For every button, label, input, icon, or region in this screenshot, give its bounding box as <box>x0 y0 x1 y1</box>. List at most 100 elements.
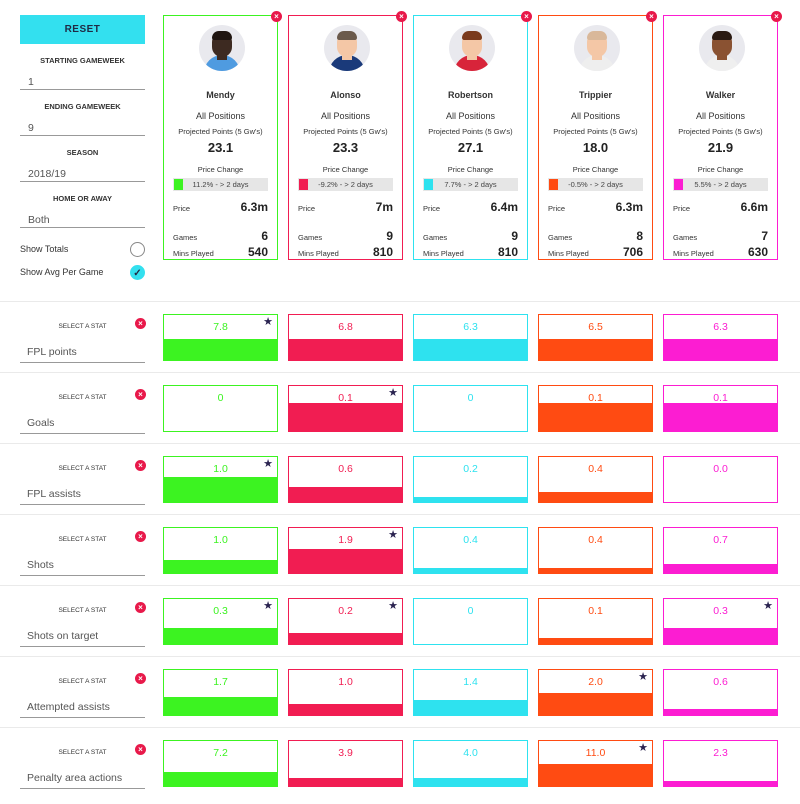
player-name: Walker <box>705 90 736 100</box>
stat-value: 0.1 <box>588 392 603 404</box>
remove-stat-icon[interactable]: × <box>135 673 146 684</box>
reset-button[interactable]: RESET <box>20 15 145 44</box>
row-divider <box>0 301 800 302</box>
remove-player-icon[interactable]: × <box>396 11 407 22</box>
stat-name[interactable]: FPL assists <box>20 481 145 505</box>
remove-stat-icon[interactable]: × <box>135 531 146 542</box>
stat-name[interactable]: Goals <box>20 410 145 434</box>
stat-value-box: 0.3 ★ <box>163 598 278 645</box>
stat-value-box: 2.0 ★ <box>538 669 653 716</box>
remove-player-icon[interactable]: × <box>271 11 282 22</box>
remove-player-icon[interactable]: × <box>521 11 532 22</box>
remove-stat-icon[interactable]: × <box>135 744 146 755</box>
stat-value: 4.0 <box>463 747 478 759</box>
player-name: Trippier <box>578 90 612 100</box>
remove-stat-icon[interactable]: × <box>135 389 146 400</box>
stat-value-box: 0.1 <box>538 598 653 645</box>
select-stat-label: SELECT A STAT <box>58 678 107 685</box>
stat-value-box: 1.0 <box>288 669 403 716</box>
stat-name[interactable]: Penalty area actions <box>20 765 145 789</box>
stat-value: 6.8 <box>338 321 353 333</box>
stat-name[interactable]: Attempted assists <box>20 694 145 718</box>
games-value: 8 <box>636 229 643 243</box>
player-avatar <box>699 25 745 71</box>
stat-value: 0.6 <box>713 676 728 688</box>
player-card: × Mendy All Positions Projected Points (5 G… <box>163 11 282 260</box>
stat-name[interactable]: FPL points <box>20 339 145 363</box>
best-star-icon: ★ <box>388 529 398 541</box>
stat-value: 1.0 <box>213 463 228 475</box>
player-positions: All Positions <box>695 111 746 121</box>
stat-value-box: 0.1 <box>538 385 653 432</box>
price-change-label: Price Change <box>447 165 494 174</box>
projected-points-label: Projected Points (5 Gw's) <box>178 127 263 136</box>
starting-gameweek-input[interactable]: 1 <box>20 68 145 90</box>
stat-bar-fill <box>289 487 402 502</box>
mins-played-value: 810 <box>372 245 393 259</box>
stat-bar-fill <box>164 339 277 360</box>
stat-value: 0.7 <box>713 534 728 546</box>
home-away-select[interactable]: Both <box>20 206 145 228</box>
stat-bar-fill <box>289 339 402 360</box>
stat-bar-fill <box>664 403 777 431</box>
mins-played-label: Mins Played <box>673 249 714 258</box>
remove-stat-icon[interactable]: × <box>135 602 146 613</box>
stat-value-box: 1.0 ★ <box>163 456 278 503</box>
ending-gameweek-label: ENDING GAMEWEEK <box>44 102 121 111</box>
stat-name[interactable]: Shots <box>20 552 145 576</box>
stat-value-box: 0.4 <box>538 527 653 574</box>
best-star-icon: ★ <box>263 316 273 328</box>
price-change-label: Price Change <box>697 165 744 174</box>
player-avatar <box>199 25 245 71</box>
remove-player-icon[interactable]: × <box>771 11 782 22</box>
starting-gameweek-label: STARTING GAMEWEEK <box>40 56 125 65</box>
stat-bar-fill <box>664 339 777 360</box>
stat-value-box: 0.2 <box>413 456 528 503</box>
check-icon[interactable]: ✓ <box>130 265 145 280</box>
stat-value: 0.0 <box>713 463 728 475</box>
stat-value: 1.7 <box>213 676 228 688</box>
stat-bar-fill <box>539 492 652 502</box>
stat-value: 0.1 <box>338 392 353 404</box>
stat-bar-fill <box>289 549 402 573</box>
select-stat-label: SELECT A STAT <box>58 394 107 401</box>
stat-value: 0.3 <box>213 605 228 617</box>
stat-bar-fill <box>664 709 777 715</box>
remove-stat-icon[interactable]: × <box>135 460 146 471</box>
show-totals-radio[interactable] <box>130 242 145 257</box>
mins-played-value: 706 <box>622 245 643 259</box>
stat-value-box: 0.4 <box>538 456 653 503</box>
select-stat-label: SELECT A STAT <box>58 536 107 543</box>
price-label: Price <box>298 204 316 213</box>
stat-value-box: 0 <box>163 385 278 432</box>
stat-value-box: 0 <box>413 598 528 645</box>
stat-name[interactable]: Shots on target <box>20 623 145 647</box>
remove-player-icon[interactable]: × <box>646 11 657 22</box>
stat-value: 0 <box>467 605 474 617</box>
stat-value-box: 0.6 <box>288 456 403 503</box>
show-totals-toggle[interactable]: Show Totals <box>20 242 145 258</box>
stat-bar-fill <box>289 633 402 644</box>
price-label: Price <box>173 204 191 213</box>
remove-stat-icon[interactable]: × <box>135 318 146 329</box>
mins-played-label: Mins Played <box>548 249 589 258</box>
select-stat-label: SELECT A STAT <box>58 323 107 330</box>
season-input[interactable]: 2018/19 <box>20 160 145 182</box>
player-card: × Alonso All Positions Projected Points (5 … <box>288 11 407 260</box>
mins-played-value: 810 <box>497 245 518 259</box>
ending-gameweek-input[interactable]: 9 <box>20 114 145 136</box>
player-avatar <box>574 25 620 71</box>
stat-bar-fill <box>414 700 527 715</box>
player-positions: All Positions <box>195 111 246 121</box>
show-avg-toggle[interactable]: Show Avg Per Game ✓ <box>20 265 145 281</box>
player-positions: All Positions <box>320 111 371 121</box>
projected-points-label: Projected Points (5 Gw's) <box>678 127 763 136</box>
best-star-icon: ★ <box>263 458 273 470</box>
stat-bar-fill <box>164 560 277 573</box>
select-stat-label: SELECT A STAT <box>58 465 107 472</box>
projected-points-value: 27.1 <box>457 140 484 155</box>
best-star-icon: ★ <box>638 671 648 683</box>
stat-bar-fill <box>664 781 777 786</box>
price-label: Price <box>673 204 691 213</box>
stat-bar-fill <box>539 339 652 360</box>
